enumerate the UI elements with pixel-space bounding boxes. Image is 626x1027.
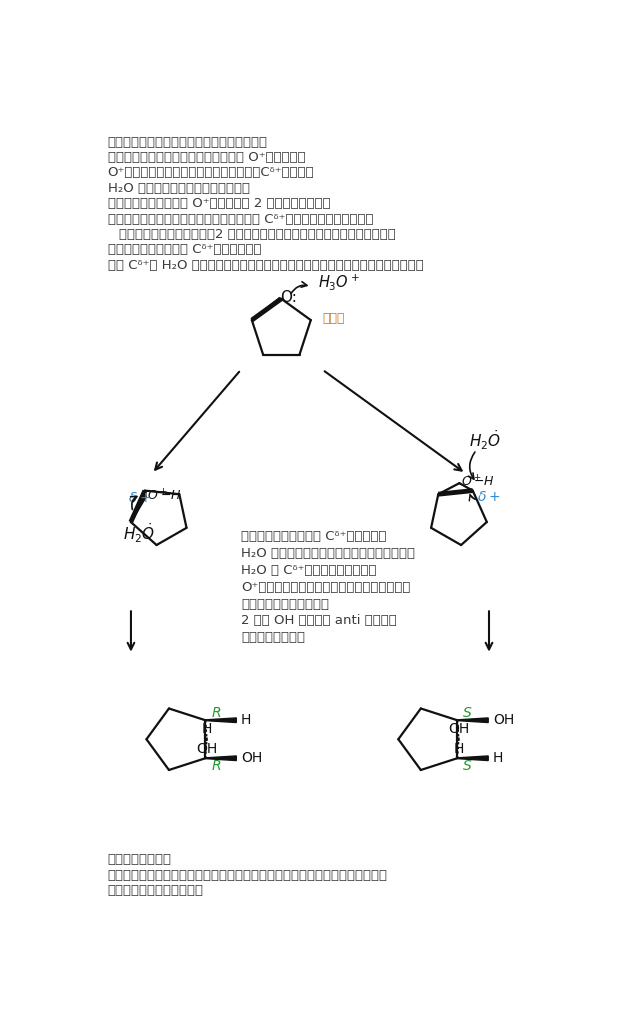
Text: どちらの炭素も平等に Cᵟ⁺なり得る。）: どちらの炭素も平等に Cᵟ⁺なり得る。）: [108, 243, 261, 257]
Text: 本問の基質では、: 本問の基質では、: [108, 853, 172, 866]
Text: H₂O の求核攻撃を受けやすくなる。: H₂O の求核攻撃を受けやすくなる。: [108, 182, 250, 195]
Text: OH: OH: [241, 751, 262, 765]
Text: アルキル置換基の数がより多い方の炭素が Cᵟ⁺となる方が安定である。: アルキル置換基の数がより多い方の炭素が Cᵟ⁺となる方が安定である。: [108, 213, 373, 226]
Text: H: H: [202, 722, 212, 736]
Polygon shape: [457, 718, 488, 723]
Polygon shape: [457, 756, 488, 761]
Text: （本問のエポキシドでは、2 つの炭素でアルキル置換基の数が同じなので、: （本問のエポキシドでは、2 つの炭素でアルキル置換基の数が同じなので、: [120, 228, 396, 241]
Text: H: H: [493, 751, 503, 765]
Text: O⁺のいない側からの方がアクセスしやすい。: O⁺のいない側からの方がアクセスしやすい。: [241, 580, 411, 594]
Polygon shape: [205, 756, 237, 761]
Text: R: R: [212, 759, 221, 773]
Text: $O^+$: $O^+$: [461, 474, 481, 489]
Text: この Cᵟ⁺が H₂O の求核攻撃を受け、エポキシドが開環し、ジオールを生成する。: この Cᵟ⁺が H₂O の求核攻撃を受け、エポキシドが開環し、ジオールを生成する…: [108, 259, 423, 272]
Text: H₂O が Cᵟ⁺にアクセスする際、: H₂O が Cᵟ⁺にアクセスする際、: [241, 564, 376, 577]
Text: S: S: [463, 759, 472, 773]
Text: S: S: [463, 706, 472, 720]
Text: 互いに鏡像異性体（エナンチオマー）の関係にある化合物が等量ずつ生成し、: 互いに鏡像異性体（エナンチオマー）の関係にある化合物が等量ずつ生成し、: [108, 869, 387, 881]
Text: O⁺に結合する炭素は大きく正に分極し、Cᵟ⁺となり、: O⁺に結合する炭素は大きく正に分極し、Cᵟ⁺となり、: [108, 166, 314, 180]
Text: OH: OH: [197, 743, 217, 757]
Text: O:: O:: [280, 290, 297, 305]
Text: $H_2\dot{O}$: $H_2\dot{O}$: [123, 521, 155, 544]
Text: H: H: [454, 743, 464, 757]
Text: H₂O が求核付加し、エポキシドが開環する。: H₂O が求核付加し、エポキシドが開環する。: [241, 546, 415, 560]
Text: ジオールとなる。: ジオールとなる。: [241, 632, 305, 644]
Text: H: H: [241, 713, 252, 727]
Text: $-H$: $-H$: [473, 476, 495, 488]
Text: $H_3O^+$: $H_3O^+$: [318, 272, 360, 292]
Text: そのため、主生成物は、: そのため、主生成物は、: [241, 598, 329, 611]
Text: 生成物はラセミ体となる。: 生成物はラセミ体となる。: [108, 884, 203, 897]
Text: $\delta +$: $\delta +$: [476, 490, 500, 504]
Text: $-H$: $-H$: [160, 489, 181, 502]
Text: エポキシドと酸触媒が反応することにより、: エポキシドと酸触媒が反応することにより、: [108, 136, 268, 149]
Text: OH: OH: [493, 713, 514, 727]
Text: $O^+$: $O^+$: [147, 488, 168, 503]
Text: エポキシドの酸素がプロトン化されて O⁺となると、: エポキシドの酸素がプロトン化されて O⁺となると、: [108, 151, 305, 164]
Text: 2 つの OH が互いに anti 付加した: 2 つの OH が互いに anti 付加した: [241, 614, 397, 627]
Text: R: R: [212, 706, 221, 720]
Text: エポキシドの三員環の Cᵟ⁺に対して、: エポキシドの三員環の Cᵟ⁺に対して、: [241, 530, 386, 543]
Polygon shape: [205, 718, 237, 723]
Text: この時、エポキシドの O⁺に結合する 2 つの炭素のうち、: この時、エポキシドの O⁺に結合する 2 つの炭素のうち、: [108, 197, 331, 211]
Text: $H_2\dot{O}$: $H_2\dot{O}$: [469, 428, 501, 452]
Text: 酸触媒: 酸触媒: [322, 312, 345, 325]
Text: $\delta +$: $\delta +$: [128, 491, 151, 505]
Text: OH: OH: [448, 722, 470, 736]
